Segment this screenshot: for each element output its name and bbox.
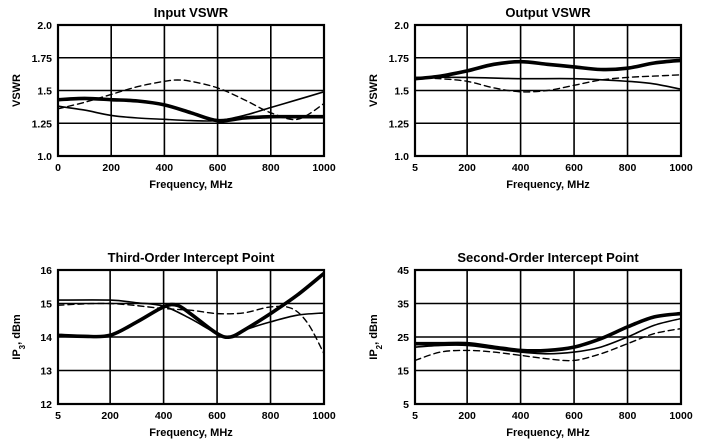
x-tick-label: 600 <box>208 410 226 422</box>
x-tick-label: 5 <box>412 410 418 422</box>
x-tick-label: 400 <box>512 410 530 422</box>
y-tick-label: 15 <box>40 299 52 311</box>
y-tick-label: 2.0 <box>394 20 409 32</box>
chart-panel-4: Second-Order Intercept Point 5 200 400 600 80… <box>368 250 693 439</box>
series-group <box>58 79 324 123</box>
x-axis-label: Frequency, MHz <box>149 427 233 439</box>
series-group <box>415 311 681 362</box>
x-tick-label: 800 <box>619 162 637 174</box>
y-tick-label: 13 <box>40 366 52 378</box>
x-tick-label: 200 <box>101 410 119 422</box>
chart-title: Output VSWR <box>505 5 591 20</box>
y-tick-label: 14 <box>40 332 52 344</box>
x-tick-label: 200 <box>458 410 476 422</box>
y-tick-label: 1.5 <box>37 86 52 98</box>
x-tick-label: 400 <box>512 162 530 174</box>
series-line-thin <box>58 91 324 122</box>
chart-title: Second-Order Intercept Point <box>457 250 639 265</box>
x-tick-label: 800 <box>262 162 280 174</box>
x-tick-label: 200 <box>102 162 120 174</box>
x-tick-label: 800 <box>262 410 280 422</box>
y-tick-label: 12 <box>40 399 52 411</box>
series-group <box>58 271 324 355</box>
y-axis-label: IP2, dBm <box>368 314 384 360</box>
y-axis-label: VSWR <box>368 74 380 107</box>
series-line-thick <box>58 271 324 340</box>
x-axis-label: Frequency, MHz <box>506 179 590 191</box>
series-line-thin <box>415 317 681 355</box>
y-tick-label: 1.0 <box>37 151 52 163</box>
x-tick-label: 5 <box>412 162 418 174</box>
x-tick-label: 600 <box>209 162 227 174</box>
series-line-dashed <box>415 327 681 362</box>
x-axis-label: Frequency, MHz <box>149 179 233 191</box>
chart-panel-1: Input VSWR 0 200 400 600 800 1000 1.0 1.25 1.5 1.7… <box>11 5 336 191</box>
series-line-dashed <box>58 302 324 355</box>
y-tick-label: 16 <box>40 265 52 277</box>
y-tick-label: 1.25 <box>389 118 410 130</box>
y-axis-label: VSWR <box>11 74 23 107</box>
plot-frame <box>413 23 683 158</box>
x-tick-label: 5 <box>55 410 61 422</box>
y-tick-label: 1.75 <box>32 53 53 65</box>
chart-panel-2: Output VSWR 5 200 400 600 800 1000 1.0 1.25 1.5 1.… <box>368 5 693 191</box>
plot-frame <box>56 23 326 158</box>
series-line-dashed <box>58 79 324 121</box>
y-tick-label: 1.75 <box>389 53 410 65</box>
chart-title: Input VSWR <box>154 5 229 20</box>
series-line-dashed <box>415 74 681 93</box>
plot-frame <box>56 268 326 406</box>
y-tick-label: 5 <box>403 399 409 411</box>
x-tick-label: 400 <box>155 410 173 422</box>
chart-panel-3: Third-Order Intercept Point 5 200 400 600 800… <box>11 250 336 439</box>
y-tick-label: 25 <box>397 332 409 344</box>
x-tick-label: 1000 <box>312 162 336 174</box>
series-line-thin <box>415 76 681 90</box>
y-tick-label: 1.5 <box>394 86 409 98</box>
series-line-thick <box>415 311 681 353</box>
y-tick-label: 35 <box>397 299 409 311</box>
series-line-thin <box>58 299 324 338</box>
y-tick-label: 45 <box>397 265 409 277</box>
x-tick-label: 600 <box>565 410 583 422</box>
chart-title: Third-Order Intercept Point <box>108 250 276 265</box>
series-line-thick <box>58 96 324 123</box>
plot-frame <box>413 268 683 406</box>
x-tick-label: 200 <box>458 162 476 174</box>
series-group <box>415 58 681 93</box>
y-tick-label: 1.0 <box>394 151 409 163</box>
series-line-thick <box>415 58 681 81</box>
x-tick-label: 600 <box>565 162 583 174</box>
x-tick-label: 1000 <box>669 162 693 174</box>
y-tick-label: 1.25 <box>32 118 53 130</box>
x-tick-label: 800 <box>619 410 637 422</box>
y-axis-label: IP3, dBm <box>11 314 27 360</box>
x-tick-label: 1000 <box>669 410 693 422</box>
y-tick-label: 15 <box>397 366 409 378</box>
y-tick-label: 2.0 <box>37 20 52 32</box>
x-tick-label: 400 <box>156 162 174 174</box>
x-tick-label: 1000 <box>312 410 336 422</box>
x-tick-label: 0 <box>55 162 61 174</box>
x-axis-label: Frequency, MHz <box>506 427 590 439</box>
